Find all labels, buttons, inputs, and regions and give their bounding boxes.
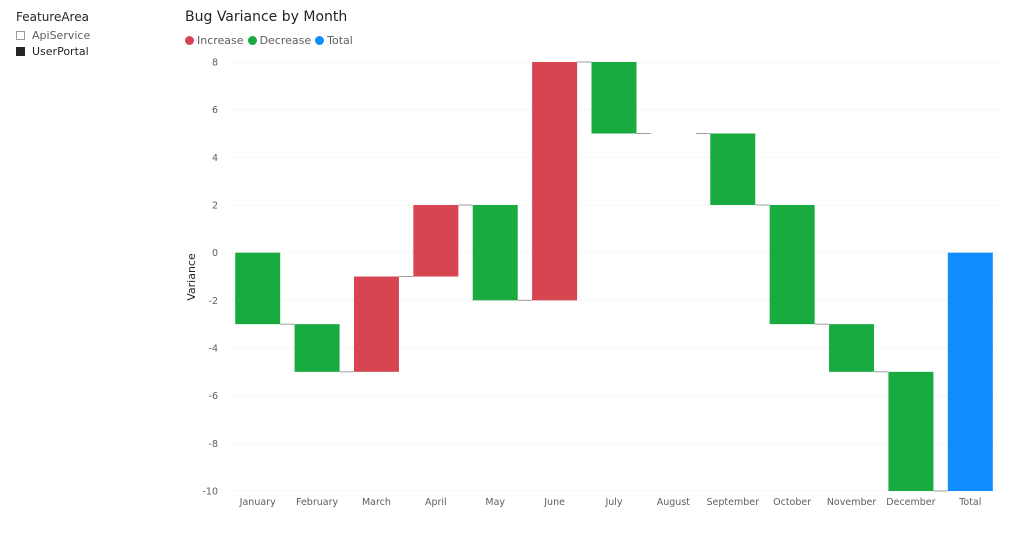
- x-tick-label: February: [296, 497, 338, 508]
- x-tick-label: June: [543, 497, 565, 508]
- bar-february[interactable]: [294, 324, 340, 372]
- x-tick-label: November: [827, 497, 877, 508]
- chart-title: Bug Variance by Month: [185, 9, 348, 25]
- x-tick-label: April: [425, 497, 447, 508]
- x-tick-label: January: [239, 497, 276, 508]
- bar-november[interactable]: [829, 324, 875, 372]
- slicer-item-userportal[interactable]: UserPortal: [16, 43, 90, 59]
- y-tick-label: -10: [202, 487, 218, 498]
- slicer-item-label: ApiService: [32, 28, 91, 42]
- y-tick-label: -6: [209, 391, 218, 402]
- y-tick-label: 6: [212, 105, 218, 116]
- x-tick-label: March: [362, 497, 391, 508]
- bar-december[interactable]: [888, 371, 934, 491]
- slicer-title: FeatureArea: [16, 10, 89, 24]
- y-axis-title: Variance: [185, 253, 198, 301]
- bar-april[interactable]: [413, 205, 459, 277]
- legend-dot-icon: [185, 36, 194, 45]
- bar-may[interactable]: [472, 205, 518, 301]
- legend-label: Decrease: [259, 34, 312, 47]
- x-tick-label: May: [485, 497, 505, 508]
- x-tick-label: September: [707, 497, 760, 508]
- legend-dot-icon: [247, 36, 257, 45]
- y-tick-label: 2: [212, 201, 218, 212]
- y-tick-label: 8: [212, 58, 218, 69]
- legend-label: Total: [327, 34, 353, 47]
- bar-october[interactable]: [769, 205, 815, 325]
- bar-total[interactable]: [947, 252, 993, 491]
- bar-june[interactable]: [532, 62, 578, 301]
- bar-march[interactable]: [353, 276, 399, 372]
- x-tick-label: December: [886, 497, 935, 508]
- x-tick-label: Total: [958, 497, 981, 508]
- feature-area-slicer: FeatureArea ApiService UserPortal: [16, 10, 90, 59]
- y-tick-label: 4: [212, 153, 218, 164]
- x-tick-label: August: [657, 497, 691, 508]
- x-tick-label: July: [604, 497, 622, 508]
- legend-item-decrease[interactable]: Decrease: [247, 34, 312, 47]
- legend-item-total[interactable]: Total: [315, 34, 353, 47]
- y-tick-label: -8: [209, 439, 218, 450]
- checkbox-icon[interactable]: [16, 30, 25, 40]
- slicer-item-apiservice[interactable]: ApiService: [16, 27, 90, 43]
- chart-legend: Increase Decrease Total: [185, 34, 357, 47]
- y-tick-label: -4: [209, 344, 218, 355]
- y-tick-label: -2: [209, 296, 218, 307]
- bar-january[interactable]: [235, 252, 281, 325]
- y-tick-label: 0: [212, 248, 218, 259]
- legend-item-increase[interactable]: Increase: [185, 34, 244, 47]
- x-tick-label: October: [773, 497, 811, 508]
- bar-july[interactable]: [591, 62, 637, 134]
- slicer-item-label: UserPortal: [32, 44, 89, 58]
- legend-label: Increase: [197, 34, 244, 47]
- checkbox-checked-icon[interactable]: [16, 46, 25, 56]
- legend-dot-icon: [315, 36, 325, 45]
- bar-september[interactable]: [710, 133, 756, 206]
